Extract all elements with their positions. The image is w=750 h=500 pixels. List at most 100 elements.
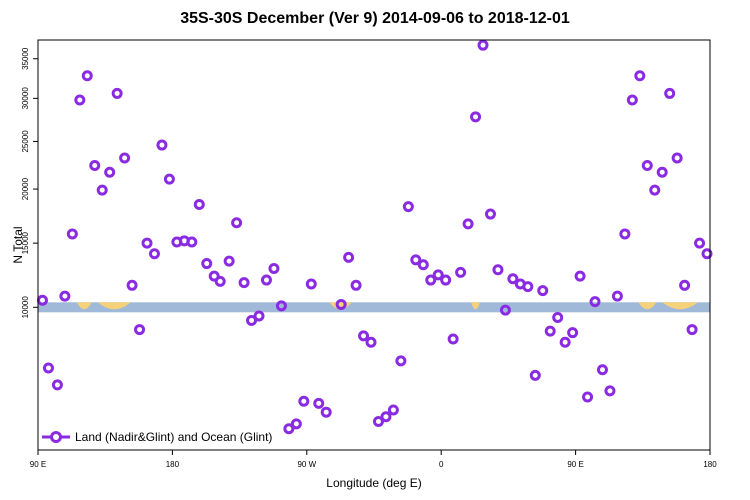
data-point bbox=[440, 274, 452, 286]
data-point bbox=[574, 270, 586, 282]
data-point bbox=[141, 237, 153, 249]
data-point bbox=[544, 325, 556, 337]
x-tick-label: 180 bbox=[703, 460, 717, 469]
data-point bbox=[641, 160, 653, 172]
data-point bbox=[231, 217, 243, 229]
data-point bbox=[201, 258, 213, 270]
data-point bbox=[634, 70, 646, 82]
data-point bbox=[552, 311, 564, 323]
land-patch bbox=[97, 302, 131, 310]
data-point bbox=[582, 391, 594, 403]
data-point bbox=[134, 324, 146, 336]
data-point bbox=[387, 404, 399, 416]
chart-title: 35S-30S December (Ver 9) 2014-09-06 to 2… bbox=[180, 10, 570, 27]
data-point bbox=[163, 173, 175, 185]
data-point bbox=[51, 379, 63, 391]
data-point bbox=[313, 397, 325, 409]
data-point bbox=[694, 237, 706, 249]
data-point bbox=[649, 184, 661, 196]
surface-band bbox=[38, 302, 710, 313]
data-point bbox=[425, 274, 437, 286]
data-point bbox=[96, 184, 108, 196]
data-point bbox=[111, 87, 123, 99]
data-point bbox=[365, 336, 377, 348]
data-point bbox=[74, 94, 86, 106]
data-point bbox=[81, 70, 93, 82]
data-point bbox=[126, 279, 138, 291]
data-point bbox=[89, 160, 101, 172]
data-point bbox=[679, 279, 691, 291]
data-point bbox=[671, 152, 683, 164]
x-tick-label: 90 W bbox=[297, 460, 316, 469]
data-point bbox=[686, 324, 698, 336]
data-point bbox=[499, 304, 511, 316]
data-point bbox=[246, 314, 258, 326]
data-point bbox=[372, 415, 384, 427]
data-point bbox=[290, 418, 302, 430]
ocean-band bbox=[38, 302, 710, 313]
data-point bbox=[119, 152, 131, 164]
data-point bbox=[42, 362, 54, 374]
land-patch bbox=[76, 302, 92, 310]
data-point bbox=[507, 273, 519, 285]
data-point bbox=[470, 111, 482, 123]
y-tick-label: 20000 bbox=[21, 177, 30, 200]
data-point bbox=[358, 330, 370, 342]
data-point bbox=[186, 236, 198, 248]
y-tick-label: 10000 bbox=[21, 296, 30, 319]
legend: Land (Nadir&Glint) and Ocean (Glint) bbox=[42, 430, 272, 444]
data-point bbox=[432, 269, 444, 281]
data-point bbox=[537, 285, 549, 297]
data-point bbox=[335, 298, 347, 310]
scatter-points bbox=[36, 39, 713, 435]
data-point bbox=[664, 87, 676, 99]
data-point bbox=[417, 259, 429, 271]
data-point bbox=[447, 333, 459, 345]
data-point bbox=[156, 139, 168, 151]
data-point bbox=[492, 264, 504, 276]
data-point bbox=[36, 294, 48, 306]
y-tick-label: 30000 bbox=[21, 87, 30, 110]
data-point bbox=[656, 166, 668, 178]
x-tick-label: 90 E bbox=[30, 460, 46, 469]
y-tick-label: 25000 bbox=[21, 130, 30, 153]
data-point bbox=[484, 208, 496, 220]
data-point bbox=[604, 385, 616, 397]
legend-marker bbox=[50, 431, 62, 443]
data-point bbox=[611, 290, 623, 302]
data-point bbox=[268, 263, 280, 275]
data-point bbox=[283, 423, 295, 435]
data-point bbox=[214, 275, 226, 287]
data-point bbox=[238, 277, 250, 289]
data-point bbox=[567, 327, 579, 339]
data-point bbox=[343, 251, 355, 263]
x-tick-label: 0 bbox=[439, 460, 444, 469]
land-patch bbox=[471, 302, 481, 310]
data-point bbox=[59, 290, 71, 302]
data-point bbox=[104, 166, 116, 178]
x-tick-label: 180 bbox=[166, 460, 180, 469]
data-point bbox=[395, 355, 407, 367]
data-point bbox=[619, 228, 631, 240]
data-point bbox=[589, 296, 601, 308]
x-tick-label: 90 E bbox=[567, 460, 583, 469]
data-point bbox=[462, 218, 474, 230]
data-point bbox=[320, 406, 332, 418]
y-tick-label: 15000 bbox=[21, 231, 30, 254]
data-point bbox=[148, 248, 160, 260]
data-point bbox=[350, 279, 362, 291]
land-patch bbox=[662, 302, 699, 310]
y-axis-ticks: 10000 15000 20000 25000 30000 35000 bbox=[21, 47, 38, 318]
data-point bbox=[477, 39, 489, 51]
legend-label: Land (Nadir&Glint) and Ocean (Glint) bbox=[75, 430, 272, 444]
data-point bbox=[455, 266, 467, 278]
data-point bbox=[223, 255, 235, 267]
data-point bbox=[522, 281, 534, 293]
data-point bbox=[260, 274, 272, 286]
data-point bbox=[380, 411, 392, 423]
data-point bbox=[529, 369, 541, 381]
data-point bbox=[402, 201, 414, 213]
data-point bbox=[193, 198, 205, 210]
